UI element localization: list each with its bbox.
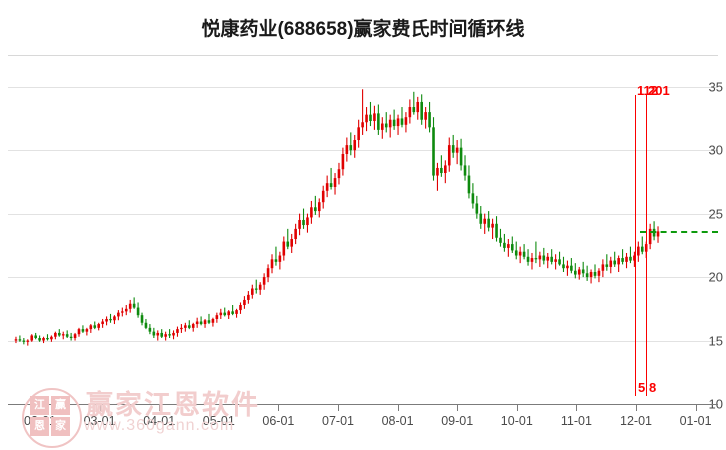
watermark-url: www.360gann.com [84,417,235,434]
fib-label-top-201: 201 [648,83,670,98]
x-axis-tick-04-01 [159,404,161,411]
current-price-line [640,231,718,234]
page-title: 悦康药业(688658)赢家费氏时间循环线 [201,19,525,40]
x-axis-label-10-01: 10-01 [500,414,533,428]
x-axis-label-12-01: 12-01 [620,414,652,428]
x-axis-label-04-01: 04-01 [143,414,176,428]
y-axis-label-20: 20 [708,269,723,285]
gridline-15 [8,340,718,342]
fib-label-bottom-5: 5 [638,380,646,395]
x-axis-tick-12-01 [636,404,637,411]
y-axis-label-25: 25 [708,206,723,222]
x-axis-label-07-01: 07-01 [322,414,354,428]
x-axis-tick-05-01 [218,404,220,411]
gridline-25 [8,213,718,215]
x-axis-label-08-01: 08-01 [381,414,414,428]
watermark-seal: 江 赢 恩 家 [22,388,82,448]
x-axis-tick-10-01 [516,404,518,411]
x-axis-label-11-01: 11-01 [560,414,592,428]
x-axis-tick-06-01 [278,404,280,411]
y-axis-label-15: 15 [708,333,723,349]
gridline-30 [8,150,718,152]
x-axis-tick-11-01 [576,404,578,411]
watermark-brand: 赢家江恩软件 [86,390,260,420]
x-axis-tick-03-01 [99,404,101,411]
y-axis-label-35: 35 [708,79,723,95]
seal-char-2: 恩 [30,417,49,436]
gridline-20 [8,277,718,279]
x-axis-label-01-01: 01-01 [679,414,712,428]
seal-char-3: 家 [51,417,70,436]
fib-time-line-201 [646,95,647,396]
x-axis-tick-07-01 [338,404,339,411]
x-axis-label-09-01: 09-01 [441,414,474,428]
plot-area [8,55,718,404]
gridline-35 [8,86,718,88]
y-axis-label-30: 30 [708,142,723,158]
fib-label-bottom-8: 8 [649,380,657,395]
x-axis-label-05-01: 05-01 [202,414,235,428]
fib-label-top-112: 112 [637,83,658,98]
x-axis-label-03-01: 03-01 [83,414,116,428]
seal-char-0: 江 [30,396,49,415]
x-axis-tick-08-01 [397,404,399,411]
x-axis-tick-09-01 [457,404,459,411]
x-axis-label-06-01: 06-01 [262,414,295,428]
x-axis-line [8,404,718,405]
fib-time-line-112 [635,95,636,396]
x-axis-tick-01-01 [695,404,697,411]
seal-char-1: 赢 [51,396,70,415]
